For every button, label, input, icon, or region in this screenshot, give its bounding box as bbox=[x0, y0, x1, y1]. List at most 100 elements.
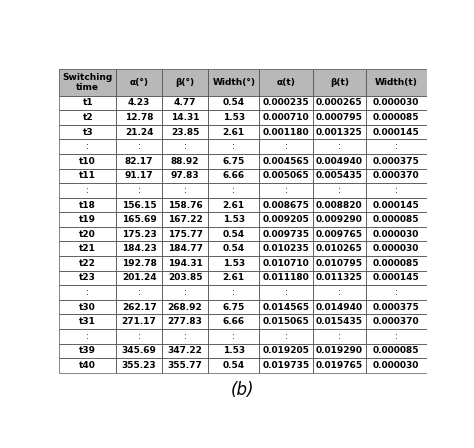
Bar bbox=[116, 256, 162, 271]
Bar bbox=[59, 125, 116, 139]
Bar bbox=[259, 256, 313, 271]
Text: 0.014940: 0.014940 bbox=[316, 303, 363, 312]
Text: 158.76: 158.76 bbox=[168, 201, 202, 210]
Text: :: : bbox=[86, 332, 89, 341]
Text: 0.000145: 0.000145 bbox=[373, 201, 419, 210]
Text: 0.014565: 0.014565 bbox=[263, 303, 310, 312]
Text: (b): (b) bbox=[231, 381, 255, 399]
Text: t23: t23 bbox=[79, 273, 96, 283]
Text: 0.000085: 0.000085 bbox=[373, 113, 419, 122]
Bar bbox=[259, 95, 313, 110]
Text: :: : bbox=[338, 288, 341, 297]
Bar bbox=[162, 125, 208, 139]
Bar bbox=[208, 241, 259, 256]
Text: α(t): α(t) bbox=[277, 78, 295, 87]
Text: :: : bbox=[232, 186, 235, 195]
Text: 0.009290: 0.009290 bbox=[316, 215, 363, 224]
Bar bbox=[162, 69, 208, 95]
Text: 0.54: 0.54 bbox=[223, 244, 245, 253]
Bar bbox=[259, 69, 313, 95]
Bar bbox=[59, 358, 116, 373]
Text: 0.000145: 0.000145 bbox=[373, 128, 419, 137]
Bar bbox=[366, 154, 427, 168]
Bar bbox=[259, 125, 313, 139]
Bar bbox=[162, 198, 208, 212]
Text: 0.000235: 0.000235 bbox=[263, 99, 310, 108]
Bar bbox=[208, 154, 259, 168]
Bar bbox=[259, 285, 313, 300]
Bar bbox=[208, 168, 259, 183]
Text: :: : bbox=[232, 288, 235, 297]
Text: 0.011180: 0.011180 bbox=[263, 273, 310, 283]
Bar bbox=[116, 344, 162, 358]
Text: 0.011325: 0.011325 bbox=[316, 273, 363, 283]
Text: 0.019290: 0.019290 bbox=[316, 346, 363, 355]
Text: 1.53: 1.53 bbox=[223, 113, 245, 122]
Bar bbox=[59, 95, 116, 110]
Text: β(t): β(t) bbox=[330, 78, 349, 87]
Bar bbox=[259, 329, 313, 344]
Bar bbox=[162, 95, 208, 110]
Bar bbox=[366, 139, 427, 154]
Bar bbox=[116, 198, 162, 212]
Bar bbox=[116, 154, 162, 168]
Text: 175.77: 175.77 bbox=[168, 230, 202, 239]
Text: 0.019765: 0.019765 bbox=[316, 361, 363, 370]
Bar bbox=[208, 329, 259, 344]
Text: 1.53: 1.53 bbox=[223, 259, 245, 268]
Bar bbox=[366, 344, 427, 358]
Text: :: : bbox=[338, 186, 341, 195]
Bar bbox=[162, 241, 208, 256]
Text: t18: t18 bbox=[79, 201, 96, 210]
Text: 165.69: 165.69 bbox=[122, 215, 156, 224]
Text: :: : bbox=[285, 332, 288, 341]
Text: 12.78: 12.78 bbox=[125, 113, 154, 122]
Bar bbox=[259, 110, 313, 125]
Bar bbox=[313, 256, 366, 271]
Text: 0.000085: 0.000085 bbox=[373, 215, 419, 224]
Text: 0.000370: 0.000370 bbox=[373, 317, 419, 326]
Text: 0.010265: 0.010265 bbox=[316, 244, 363, 253]
Text: 0.005065: 0.005065 bbox=[263, 171, 310, 181]
Text: :: : bbox=[395, 186, 398, 195]
Bar bbox=[162, 358, 208, 373]
Bar bbox=[313, 110, 366, 125]
Text: 201.24: 201.24 bbox=[122, 273, 156, 283]
Bar bbox=[59, 344, 116, 358]
Bar bbox=[162, 168, 208, 183]
Bar bbox=[208, 69, 259, 95]
Bar bbox=[313, 168, 366, 183]
Text: :: : bbox=[285, 142, 288, 151]
Text: 23.85: 23.85 bbox=[171, 128, 199, 137]
Text: 0.000145: 0.000145 bbox=[373, 273, 419, 283]
Text: 97.83: 97.83 bbox=[171, 171, 200, 181]
Bar bbox=[116, 227, 162, 241]
Text: :: : bbox=[338, 142, 341, 151]
Text: 0.000030: 0.000030 bbox=[373, 361, 419, 370]
Bar bbox=[366, 183, 427, 198]
Text: :: : bbox=[395, 142, 398, 151]
Bar bbox=[366, 95, 427, 110]
Text: 192.78: 192.78 bbox=[122, 259, 156, 268]
Text: 0.008675: 0.008675 bbox=[263, 201, 310, 210]
Text: :: : bbox=[138, 186, 141, 195]
Bar bbox=[313, 329, 366, 344]
Bar bbox=[116, 110, 162, 125]
Text: t3: t3 bbox=[82, 128, 93, 137]
Text: 14.31: 14.31 bbox=[171, 113, 200, 122]
Text: t31: t31 bbox=[79, 317, 96, 326]
Bar bbox=[366, 271, 427, 285]
Bar bbox=[208, 212, 259, 227]
Bar bbox=[313, 300, 366, 314]
Bar bbox=[313, 139, 366, 154]
Text: 0.004565: 0.004565 bbox=[263, 157, 310, 166]
Text: β(°): β(°) bbox=[175, 78, 195, 87]
Text: :: : bbox=[86, 186, 89, 195]
Bar bbox=[366, 329, 427, 344]
Text: 6.66: 6.66 bbox=[223, 171, 245, 181]
Bar bbox=[313, 358, 366, 373]
Text: 0.015435: 0.015435 bbox=[316, 317, 363, 326]
Bar bbox=[366, 125, 427, 139]
Text: 4.77: 4.77 bbox=[174, 99, 196, 108]
Text: 0.010710: 0.010710 bbox=[263, 259, 310, 268]
